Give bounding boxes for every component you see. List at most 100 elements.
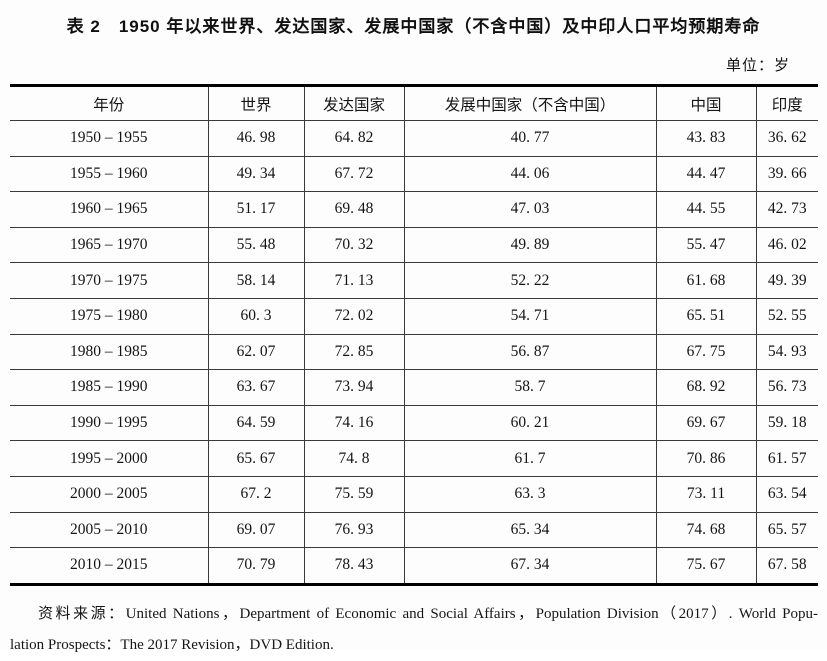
value-cell: 49. 89 xyxy=(403,226,656,263)
year-cell: 1960 – 1965 xyxy=(10,191,208,228)
value-cell: 46. 02 xyxy=(755,226,818,263)
value-cell: 73. 11 xyxy=(655,475,756,513)
value-cell: 47. 03 xyxy=(403,191,656,228)
value-cell: 64. 59 xyxy=(207,404,304,441)
value-cell: 67. 34 xyxy=(403,547,656,585)
table-row: 2010 – 2015 70. 79 78. 43 67. 34 75. 67 67. 5… xyxy=(10,547,818,585)
value-cell: 69. 67 xyxy=(655,404,756,441)
value-cell: 78. 43 xyxy=(303,547,404,585)
value-cell: 44. 55 xyxy=(655,191,756,228)
table-row: 1975 – 1980 60. 3 72. 02 54. 71 65. 51 52. 55 xyxy=(10,297,818,335)
value-cell: 72. 85 xyxy=(303,333,404,370)
value-cell: 67. 75 xyxy=(655,333,756,370)
value-cell: 67. 2 xyxy=(207,475,304,513)
table-row: 1995 – 2000 65. 67 74. 8 61. 7 70. 86 61. 57 xyxy=(10,440,818,477)
value-cell: 73. 94 xyxy=(303,369,404,406)
value-cell: 74. 68 xyxy=(655,511,756,548)
value-cell: 75. 67 xyxy=(655,547,756,585)
year-cell: 1985 – 1990 xyxy=(10,369,208,406)
table-row: 1990 – 1995 64. 59 74. 16 60. 21 69. 67 59. 1… xyxy=(10,404,818,441)
value-cell: 36. 62 xyxy=(755,120,818,157)
value-cell: 65. 57 xyxy=(755,511,818,548)
value-cell: 67. 58 xyxy=(755,547,818,585)
value-cell: 61. 7 xyxy=(403,440,656,477)
value-cell: 52. 22 xyxy=(403,262,656,299)
value-cell: 70. 79 xyxy=(207,547,304,585)
table-row: 1965 – 1970 55. 48 70. 32 49. 89 55. 47 46. 0… xyxy=(10,226,818,263)
year-cell: 1950 – 1955 xyxy=(10,120,208,157)
value-cell: 44. 06 xyxy=(403,155,656,192)
unit-label: 单位：岁 xyxy=(725,58,790,74)
year-cell: 2010 – 2015 xyxy=(10,547,208,585)
column-header: 发达国家 xyxy=(303,85,404,121)
value-cell: 60. 3 xyxy=(207,297,304,335)
value-cell: 42. 73 xyxy=(755,191,818,228)
table-row: 2005 – 2010 69. 07 76. 93 65. 34 74. 68 65. 5… xyxy=(10,511,818,548)
year-cell: 1965 – 1970 xyxy=(10,226,208,263)
value-cell: 39. 66 xyxy=(755,155,818,192)
value-cell: 56. 73 xyxy=(755,369,818,406)
value-cell: 46. 98 xyxy=(207,120,304,157)
value-cell: 64. 82 xyxy=(303,120,404,157)
column-header: 世界 xyxy=(207,85,304,121)
year-cell: 1990 – 1995 xyxy=(10,404,208,441)
year-cell: 1975 – 1980 xyxy=(10,297,208,335)
year-cell: 2000 – 2005 xyxy=(10,475,208,513)
year-cell: 1970 – 1975 xyxy=(10,262,208,299)
value-cell: 54. 93 xyxy=(755,333,818,370)
year-cell: 1980 – 1985 xyxy=(10,333,208,370)
value-cell: 52. 55 xyxy=(755,297,818,335)
value-cell: 76. 93 xyxy=(303,511,404,548)
value-cell: 68. 92 xyxy=(655,369,756,406)
value-cell: 51. 17 xyxy=(207,191,304,228)
value-cell: 65. 34 xyxy=(403,511,656,548)
value-cell: 69. 48 xyxy=(303,191,404,228)
value-cell: 40. 77 xyxy=(403,120,656,157)
value-cell: 43. 83 xyxy=(655,120,756,157)
value-cell: 58. 7 xyxy=(403,369,656,406)
value-cell: 75. 59 xyxy=(303,475,404,513)
column-header: 年份 xyxy=(93,96,125,114)
value-cell: 65. 51 xyxy=(655,297,756,335)
year-cell: 2005 – 2010 xyxy=(10,511,208,548)
table-title: 表 2 1950 年以来世界、发达国家、发展中国家（不含中国）及中印人口平均预期… xyxy=(66,17,761,36)
source-line-1: 资料来源：United Nations，Department of Econom… xyxy=(38,605,818,622)
year-cell: 1955 – 1960 xyxy=(10,155,208,192)
value-cell: 65. 67 xyxy=(207,440,304,477)
table-row: 1960 – 1965 51. 17 69. 48 47. 03 44. 55 42. 7… xyxy=(10,191,818,228)
table-row: 1980 – 1985 62. 07 72. 85 56. 87 67. 75 54. 9… xyxy=(10,333,818,370)
column-header: 中国 xyxy=(655,85,756,121)
value-cell: 56. 87 xyxy=(403,333,656,370)
table-row: 1950 – 1955 46. 98 64. 82 40. 77 43. 83 36. 6… xyxy=(10,120,818,157)
source-line-2: lation Prospects：The 2017 Revision，DVD E… xyxy=(10,636,334,653)
value-cell: 61. 57 xyxy=(755,440,818,477)
value-cell: 63. 3 xyxy=(403,475,656,513)
value-cell: 70. 32 xyxy=(303,226,404,263)
value-cell: 58. 14 xyxy=(207,262,304,299)
table-row: 1955 – 1960 49. 34 67. 72 44. 06 44. 47 39. 6… xyxy=(10,155,818,192)
value-cell: 74. 8 xyxy=(303,440,404,477)
value-cell: 67. 72 xyxy=(303,155,404,192)
value-cell: 55. 48 xyxy=(207,226,304,263)
life-expectancy-table: 年份 世界 发达国家 发展中国家（不含中国） 中国 印度 1950 – 1955 46. 9… xyxy=(10,84,818,586)
value-cell: 69. 07 xyxy=(207,511,304,548)
column-header: 发展中国家（不含中国） xyxy=(403,85,656,121)
value-cell: 49. 34 xyxy=(207,155,304,192)
value-cell: 71. 13 xyxy=(303,262,404,299)
source-note: 资料来源：United Nations，Department of Econom… xyxy=(10,599,818,661)
table-body: 1950 – 1955 46. 98 64. 82 40. 77 43. 83 36. 6… xyxy=(10,120,818,585)
value-cell: 44. 47 xyxy=(655,155,756,192)
value-cell: 60. 21 xyxy=(403,404,656,441)
value-cell: 62. 07 xyxy=(207,333,304,370)
value-cell: 55. 47 xyxy=(655,226,756,263)
column-header: 印度 xyxy=(755,85,818,121)
value-cell: 70. 86 xyxy=(655,440,756,477)
table-header-row: 年份 世界 发达国家 发展中国家（不含中国） 中国 印度 xyxy=(10,85,818,121)
table-row: 1985 – 1990 63. 67 73. 94 58. 7 68. 92 56. 73 xyxy=(10,369,818,406)
value-cell: 72. 02 xyxy=(303,297,404,335)
value-cell: 59. 18 xyxy=(755,404,818,441)
value-cell: 63. 67 xyxy=(207,369,304,406)
value-cell: 74. 16 xyxy=(303,404,404,441)
value-cell: 49. 39 xyxy=(755,262,818,299)
